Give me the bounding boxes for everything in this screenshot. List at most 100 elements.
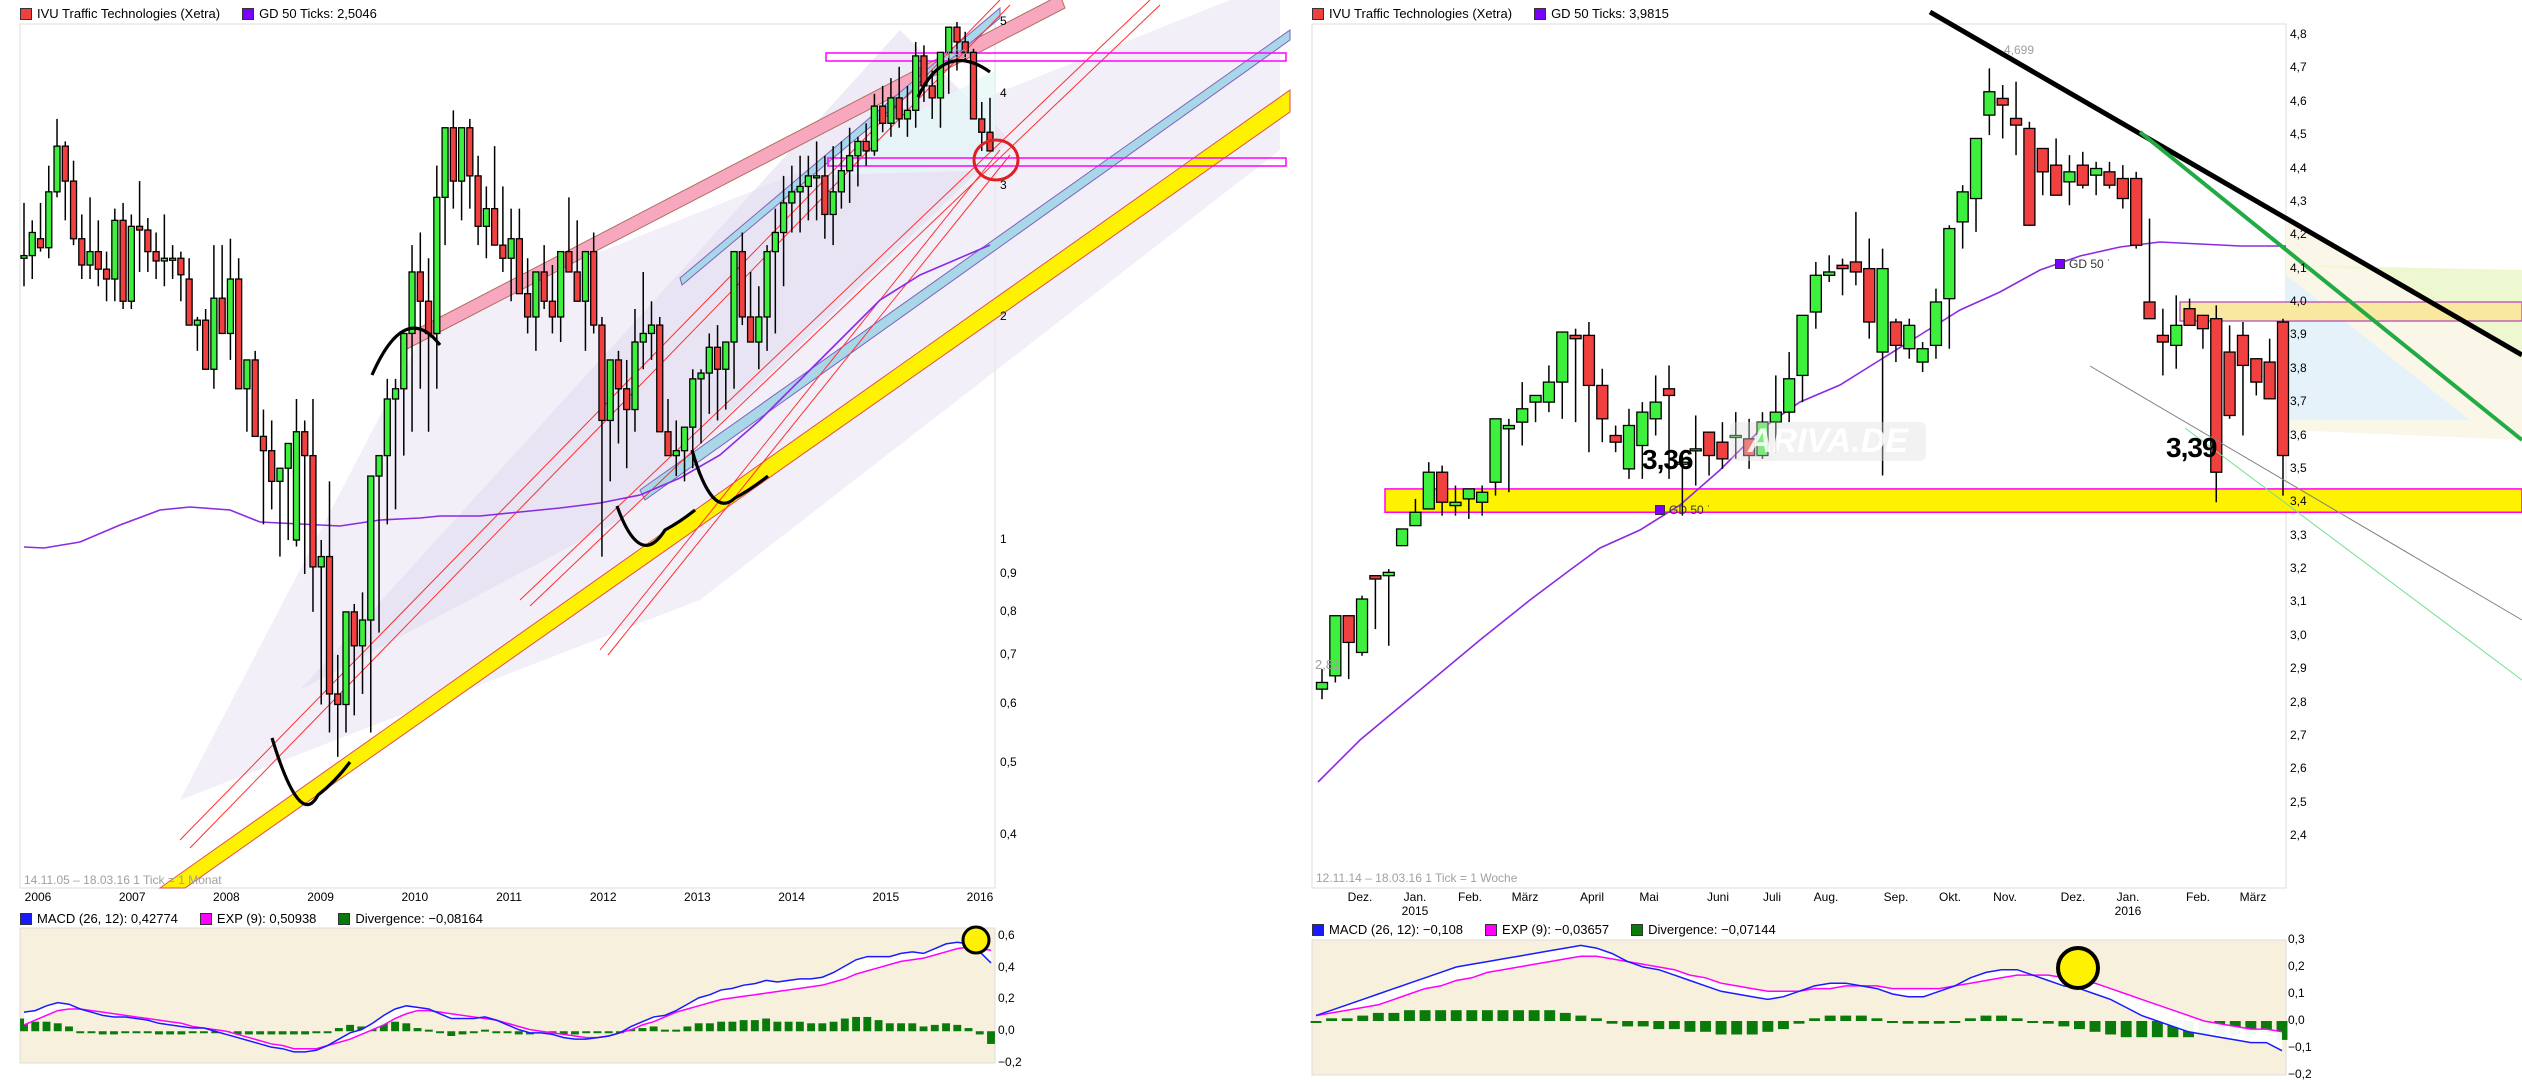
divergence-bar [1996,1015,2008,1021]
divergence-bar [526,1031,534,1035]
candle-down [664,431,672,457]
right-gd50-legend-item[interactable]: GD 50 Ticks: 3,9815 [1534,6,1669,21]
divergence-bar [2089,1021,2101,1032]
exp-signal-line [23,946,992,1050]
right-macd-y-tick-label: 0,0 [2288,1013,2305,1027]
right-x-tick-label: Aug. [1813,890,1839,904]
candle-up [812,175,821,179]
right-x-tick-label: Feb. [2185,890,2211,904]
left-price-chart[interactable] [0,0,1300,900]
candle-up [1462,488,1475,500]
candle-down [821,175,829,216]
divergence-bar [773,1021,782,1032]
right-exp-legend-item[interactable]: EXP (9): −0,03657 [1485,922,1609,937]
candle-up [358,619,367,647]
candle-up [317,555,325,568]
left-macd-legend: MACD (26, 12): 0,42774 EXP (9): 0,50938 … [20,911,483,926]
divergence-bar [795,1021,804,1032]
right-y-tick-label: 4,2 [2290,227,2307,242]
left-y-tick-label: 0,8 [1000,603,1017,618]
candle-up [160,257,169,262]
divergence-bar [683,1026,692,1032]
right-y-tick-label: 3,8 [2290,360,2307,375]
candle-up [912,55,920,111]
candle-down [2049,164,2063,196]
candle-up [1382,571,1395,577]
yellow-support-band [1384,488,2522,514]
right-macd-label: MACD (26, 12): −0,108 [1329,922,1464,937]
left-exp-legend-item[interactable]: EXP (9): 0,50938 [199,911,316,926]
right-macd-legend-item[interactable]: MACD (26, 12): −0,108 [1312,922,1463,937]
macd-background [1311,939,2287,1076]
candle-up [168,257,177,261]
candle-up [788,191,796,204]
candle-down [978,118,986,133]
exp-signal-line [1315,955,2283,1033]
candle-up [730,250,738,343]
candle-down [218,297,226,335]
right-x-tick-label: Sep. [1883,890,1909,904]
left-y-tick-label: 2 [1000,308,1007,323]
candle-up [1783,378,1796,413]
divergence-bar [649,1026,658,1032]
left-x-tick-label: 2006 [24,890,52,904]
macd-swatch [20,912,32,925]
left-div-legend-item[interactable]: Divergence: −0,08164 [338,911,483,926]
divergence-bar [1450,1010,1462,1021]
right-x-tick-label: Juli [1762,890,1782,904]
left-series-legend-item[interactable]: IVU Traffic Technologies (Xetra) [20,6,220,21]
candle-down [102,268,111,280]
divergence-swatch [1631,923,1644,936]
candle-up [367,475,375,621]
candle-up [672,450,680,457]
candle-up [804,175,813,188]
candle-up [1449,501,1462,507]
left-gd50-legend-item[interactable]: GD 50 Ticks: 2,5046 [242,6,377,21]
right-series-legend-item[interactable]: IVU Traffic Technologies (Xetra) [1312,6,1512,21]
divergence-bar [1824,1015,1836,1021]
right-div-legend-item[interactable]: Divergence: −0,07144 [1631,922,1776,937]
candle-up [284,442,292,469]
right-x-tick-label: Dez. [2060,890,2086,904]
candle-up [1903,324,1916,350]
candle-up [1983,91,1996,116]
macd-crossover-circle [961,925,991,955]
candle-down [416,271,424,302]
divergence-bar [1310,1021,1322,1023]
divergence-bar [492,1031,501,1034]
candle-up [276,467,284,483]
yellow-support-channel [158,89,1291,889]
candle-down [334,693,342,706]
divergence-bar [694,1023,703,1032]
left-x-tick-label: 2009 [307,890,334,904]
divergence-bar [132,1031,141,1034]
candle-down [656,324,664,433]
candle-up [342,611,350,706]
gd50-swatch [1655,505,1665,515]
projection-fill-green [2286,265,2522,360]
candle-down [1662,388,1676,397]
gd50-swatch [2055,259,2065,269]
divergence-bar [368,1024,377,1032]
candle-down [515,238,524,295]
divergence-bar [233,1031,242,1035]
candle-up [870,105,879,152]
candle-up [127,225,135,302]
divergence-bar [424,1029,433,1032]
divergence-bar [942,1023,950,1032]
candle-up [400,332,408,390]
divergence-bar [503,1031,512,1034]
divergence-bar [762,1018,771,1032]
macd-background [19,927,996,1064]
candle-up [887,97,895,124]
divergence-bar [604,1031,613,1034]
left-macd-legend-item[interactable]: MACD (26, 12): 0,42774 [20,911,178,926]
divergence-bar [908,1023,917,1032]
macd-line [23,941,992,1053]
divergence-bar [323,1031,332,1034]
candle-up [837,170,846,193]
divergence-bar [53,1023,62,1032]
divergence-bar [1528,1010,1540,1021]
left-price-plot[interactable] [0,0,1300,900]
divergence-bar [2183,1021,2194,1038]
